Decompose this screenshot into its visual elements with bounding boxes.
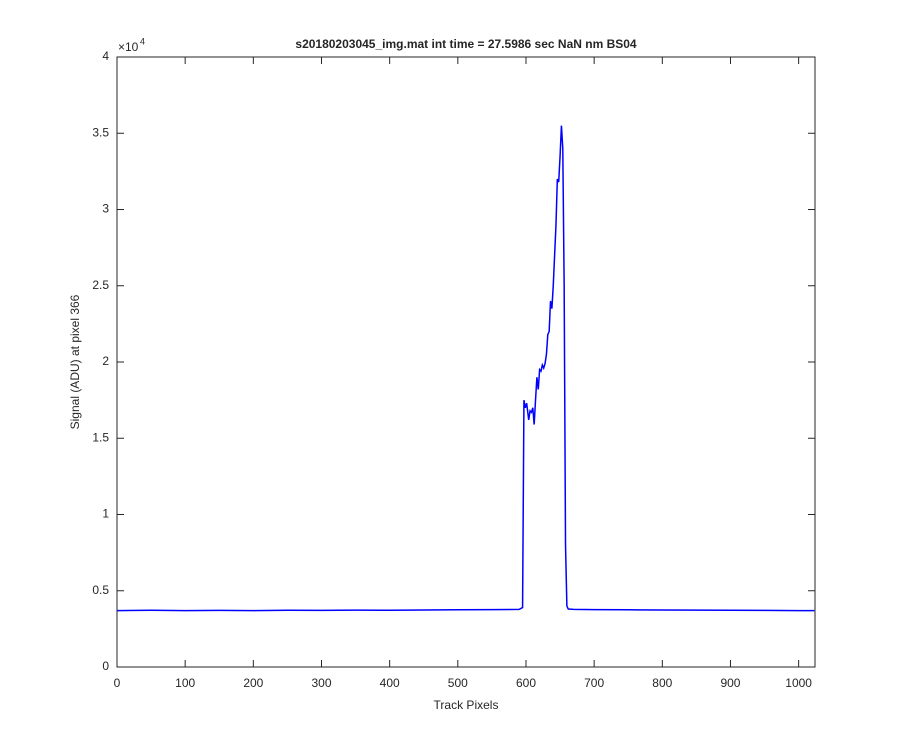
x-tick-label: 0 [114,676,121,690]
x-tick-label: 1000 [785,676,812,690]
data-line [116,125,815,612]
y-tick-label: 2.5 [92,278,109,292]
x-tick-label: 300 [311,676,331,690]
plot-box [116,56,816,668]
x-tick-label: 900 [720,676,740,690]
x-tick-label: 100 [175,676,195,690]
x-tick-label: 500 [448,676,468,690]
y-multiplier: ×10 [118,40,139,54]
x-tick-label: 600 [516,676,536,690]
y-tick-label: 0 [102,659,109,673]
y-tick-label: 3 [102,202,109,216]
y-tick-label: 0.5 [92,583,109,597]
y-tick-label: 2 [102,354,109,368]
x-axis-label: Track Pixels [434,698,499,712]
y-tick-label: 1 [102,507,109,521]
y-multiplier-exponent: 4 [140,36,145,46]
x-tick-label: 200 [243,676,263,690]
chart-title: s20180203045_img.mat int time = 27.5986 … [295,37,637,51]
y-axis-label: Signal (ADU) at pixel 366 [68,294,82,429]
x-tick-label: 700 [584,676,604,690]
y-tick-label: 1.5 [92,430,109,444]
x-tick-label: 400 [380,676,400,690]
x-tick-label: 800 [652,676,672,690]
y-tick-label: 4 [102,49,109,63]
y-tick-label: 3.5 [92,125,109,139]
